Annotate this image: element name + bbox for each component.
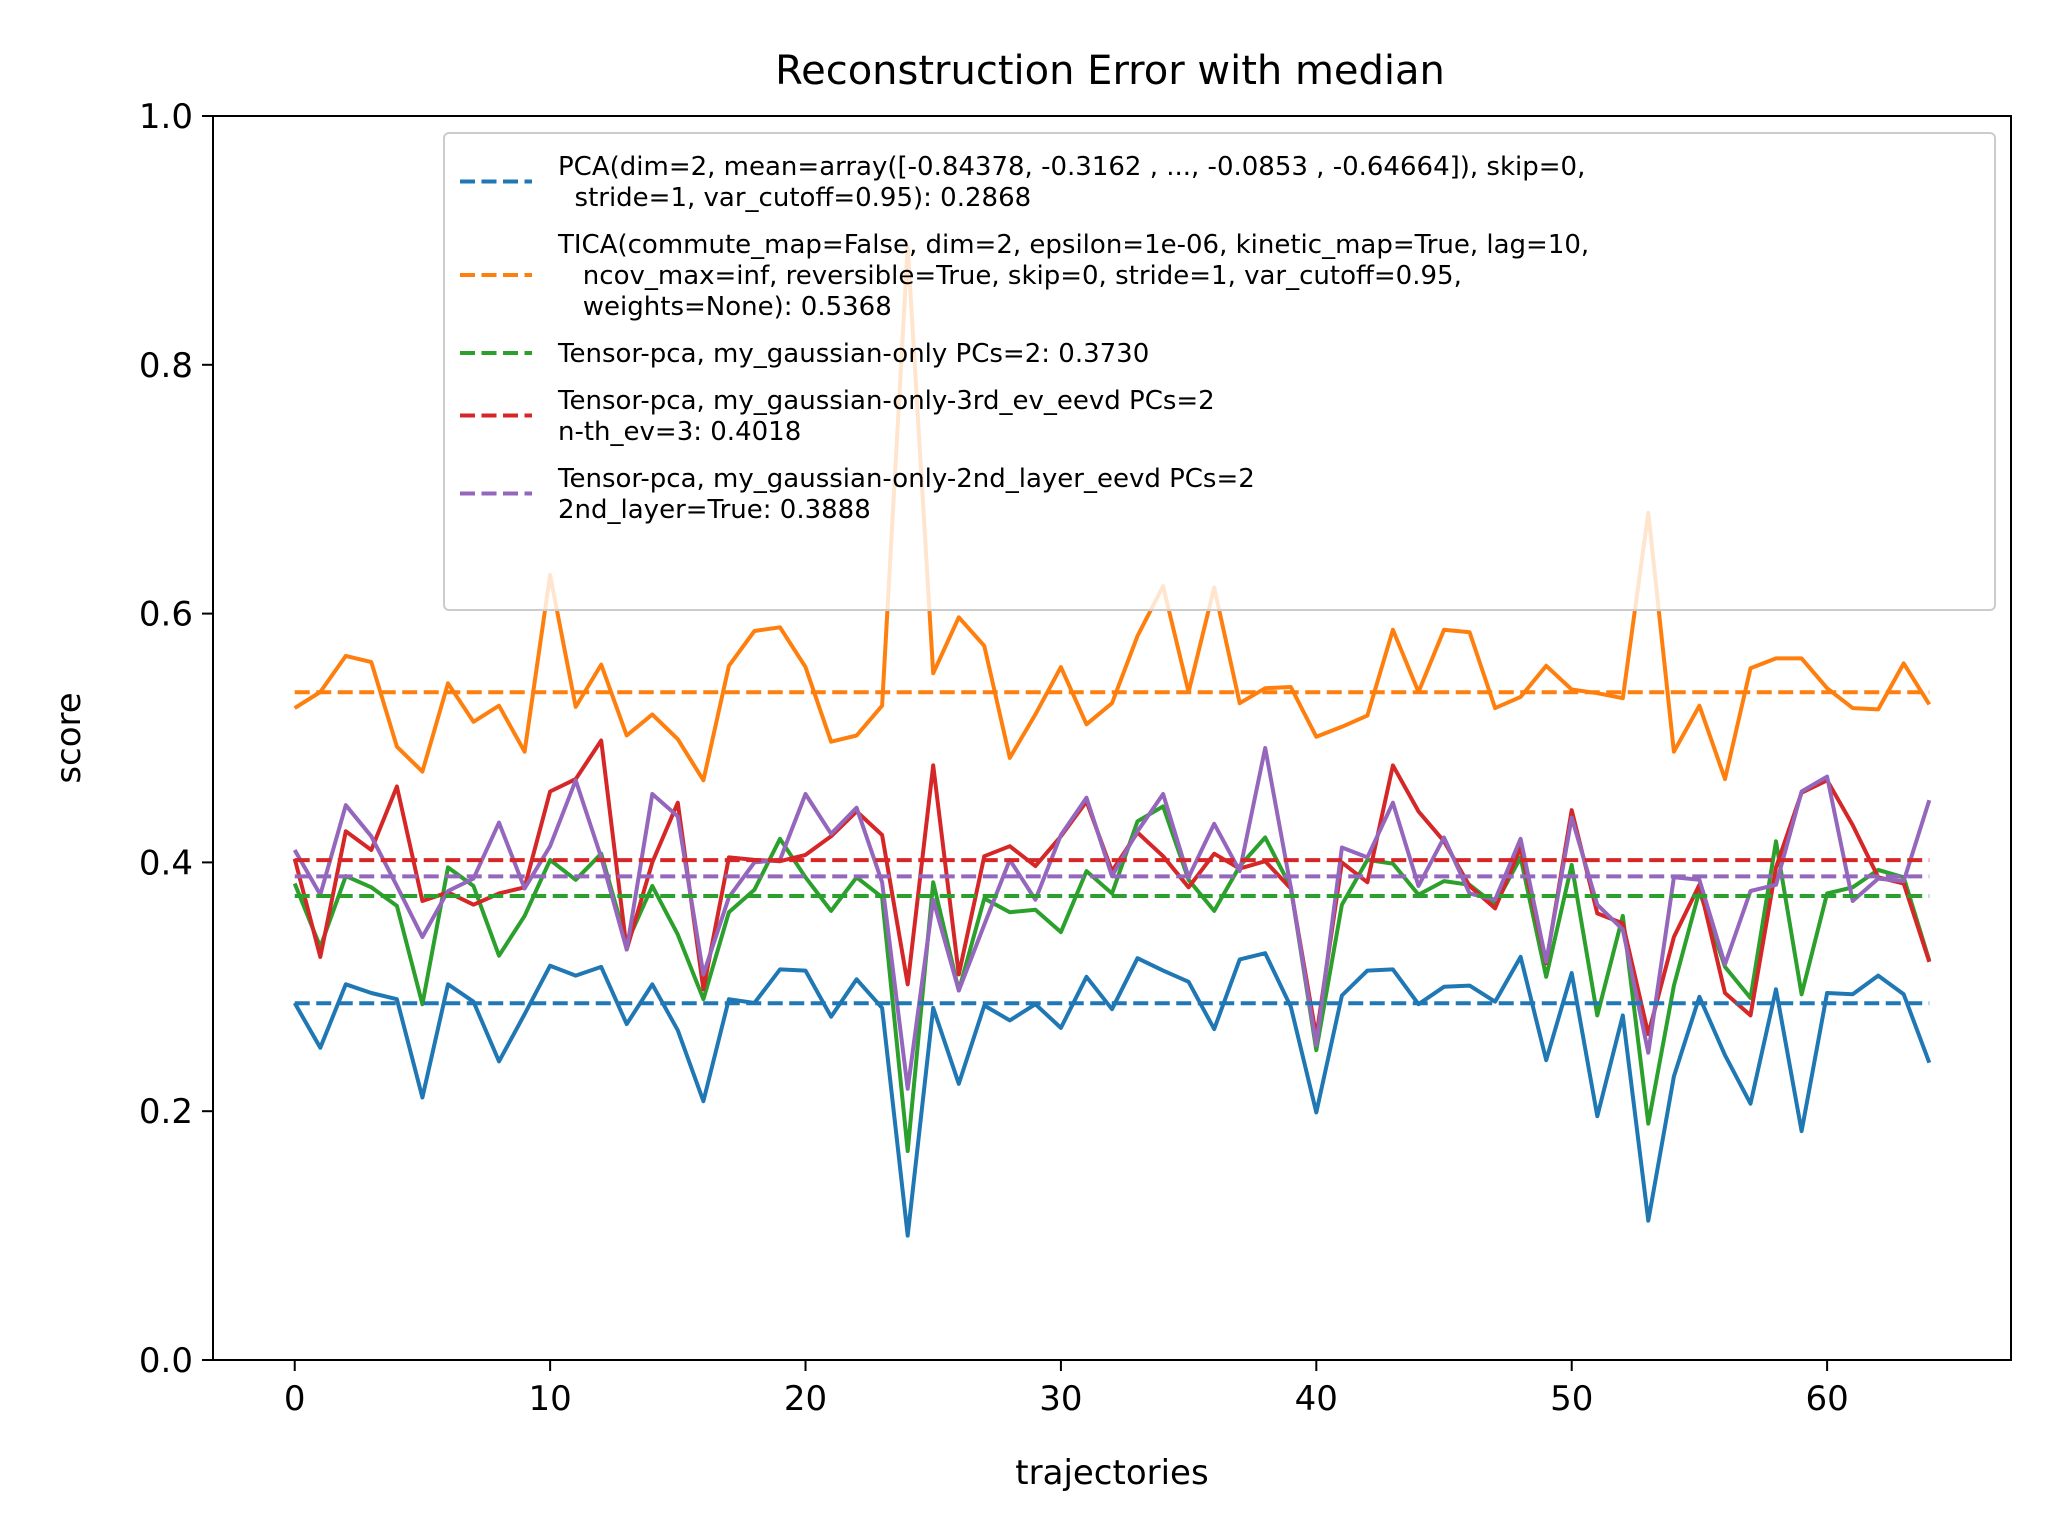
series-3-line <box>292 804 1932 1153</box>
y-tick-label: 0.8 <box>139 346 193 386</box>
series-1-line <box>292 951 1932 1238</box>
x-tick-label: 20 <box>784 1379 827 1419</box>
y-axis-label: score <box>49 692 89 783</box>
legend-label-2: ncov_max=inf, reversible=True, skip=0, s… <box>558 261 1462 291</box>
legend: PCA(dim=2, mean=array([-0.84378, -0.3162… <box>443 132 1996 611</box>
legend-label-1: stride=1, var_cutoff=0.95): 0.2868 <box>558 183 1031 213</box>
x-tick-label: 0 <box>284 1379 306 1419</box>
legend-label-1: PCA(dim=2, mean=array([-0.84378, -0.3162… <box>558 152 1585 182</box>
x-tick-label: 10 <box>528 1379 571 1419</box>
legend-label-2: weights=None): 0.5368 <box>558 292 892 322</box>
legend-label-4: n-th_ev=3: 0.4018 <box>558 417 801 447</box>
x-tick-label: 30 <box>1039 1379 1082 1419</box>
x-tick-label: 40 <box>1295 1379 1338 1419</box>
legend-label-3: Tensor-pca, my_gaussian-only PCs=2: 0.37… <box>557 339 1149 369</box>
legend-label-4: Tensor-pca, my_gaussian-only-3rd_ev_eevd… <box>557 386 1215 416</box>
axes-frame <box>212 115 2012 1361</box>
chart-title: Reconstruction Error with median <box>775 48 1445 94</box>
x-axis-label: trajectories <box>1015 1453 1208 1493</box>
legend-label-5: 2nd_layer=True: 0.3888 <box>558 495 871 525</box>
x-axis: 0 10 20 30 40 50 60 <box>284 1360 1849 1419</box>
legend-label-5: Tensor-pca, my_gaussian-only-2nd_layer_e… <box>557 464 1255 494</box>
legend-label-2: TICA(commute_map=False, dim=2, epsilon=1… <box>557 230 1589 260</box>
x-tick-label: 60 <box>1805 1379 1848 1419</box>
x-tick-label: 50 <box>1550 1379 1593 1419</box>
y-tick-label: 0.0 <box>139 1341 193 1381</box>
y-axis: 0.0 0.2 0.4 0.6 0.8 1.0 <box>139 97 213 1381</box>
y-tick-label: 0.2 <box>139 1092 193 1132</box>
y-tick-label: 0.6 <box>139 595 193 635</box>
legend-box <box>443 132 1996 611</box>
y-tick-label: 0.4 <box>139 843 193 883</box>
plot-area <box>292 244 1932 1238</box>
y-tick-label: 1.0 <box>139 97 193 137</box>
